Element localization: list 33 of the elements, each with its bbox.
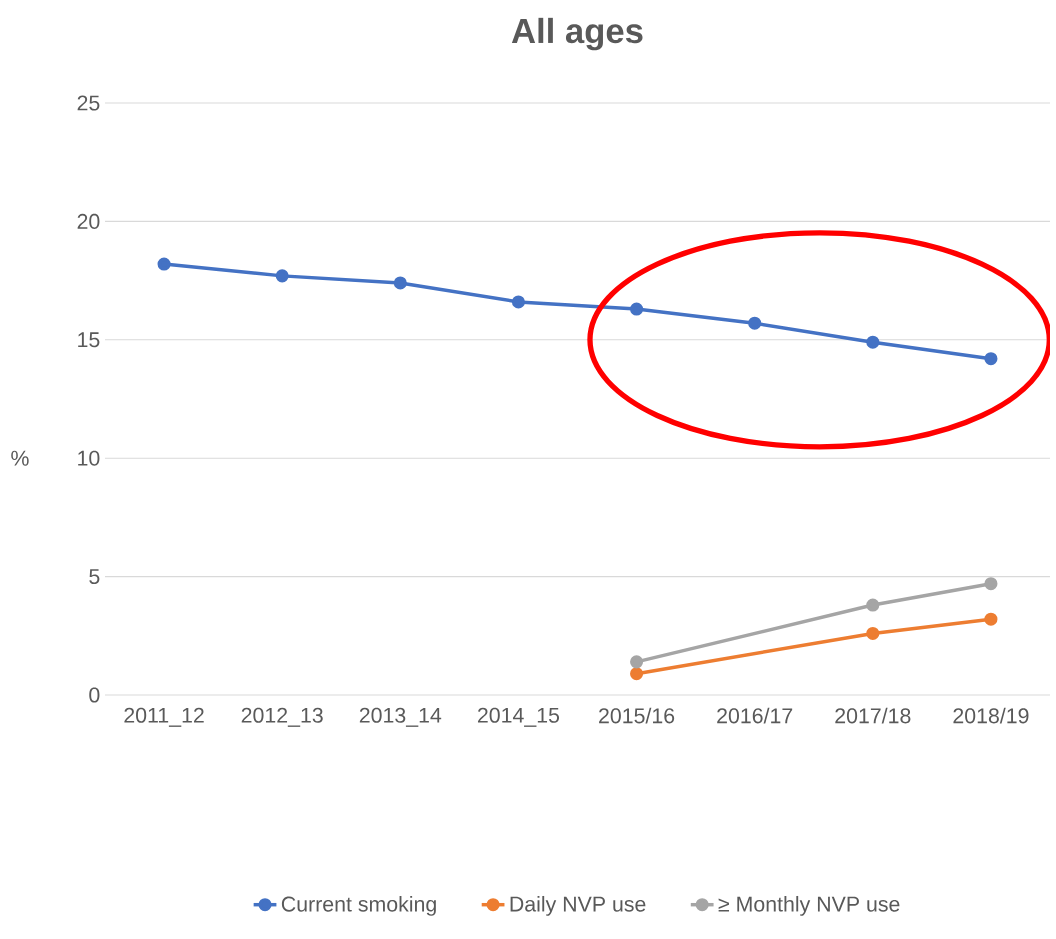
legend-label: Daily NVP use — [510, 895, 646, 916]
x-tick-label: 2017/18 — [835, 707, 911, 724]
x-tick-label: 2013_14 — [359, 707, 442, 727]
point — [748, 316, 762, 330]
chart-title: All ages — [511, 17, 643, 51]
y-axis-title: % — [11, 450, 29, 466]
point — [511, 295, 525, 309]
point — [157, 257, 171, 271]
x-tick-label: 2015/16 — [599, 707, 675, 724]
y-tick-label: 0 — [89, 687, 100, 703]
y-tick-label: 5 — [89, 569, 100, 585]
y-tick-label: 20 — [77, 213, 100, 229]
point — [630, 302, 644, 316]
x-tick-label: 2012_13 — [241, 707, 323, 727]
y-tick-label: 15 — [78, 332, 100, 348]
point — [275, 269, 289, 283]
legend-label: ≥ Monthly NVP use — [718, 895, 900, 916]
x-tick-label: 2014_15 — [477, 707, 560, 727]
point — [866, 626, 880, 640]
y-tick-label: 25 — [77, 95, 100, 111]
point — [984, 612, 998, 626]
point — [630, 667, 644, 681]
x-tick-label: 2016/17 — [717, 707, 793, 724]
y-tick-label: 10 — [78, 450, 100, 466]
x-tick-label: 2011_12 — [124, 707, 204, 727]
point — [984, 352, 998, 366]
point — [984, 577, 998, 591]
point — [866, 335, 880, 349]
legend-label: Current smoking — [281, 895, 436, 916]
x-tick-label: 2018/19 — [953, 707, 1029, 724]
point — [866, 598, 880, 612]
point — [630, 655, 644, 669]
point — [393, 276, 407, 290]
